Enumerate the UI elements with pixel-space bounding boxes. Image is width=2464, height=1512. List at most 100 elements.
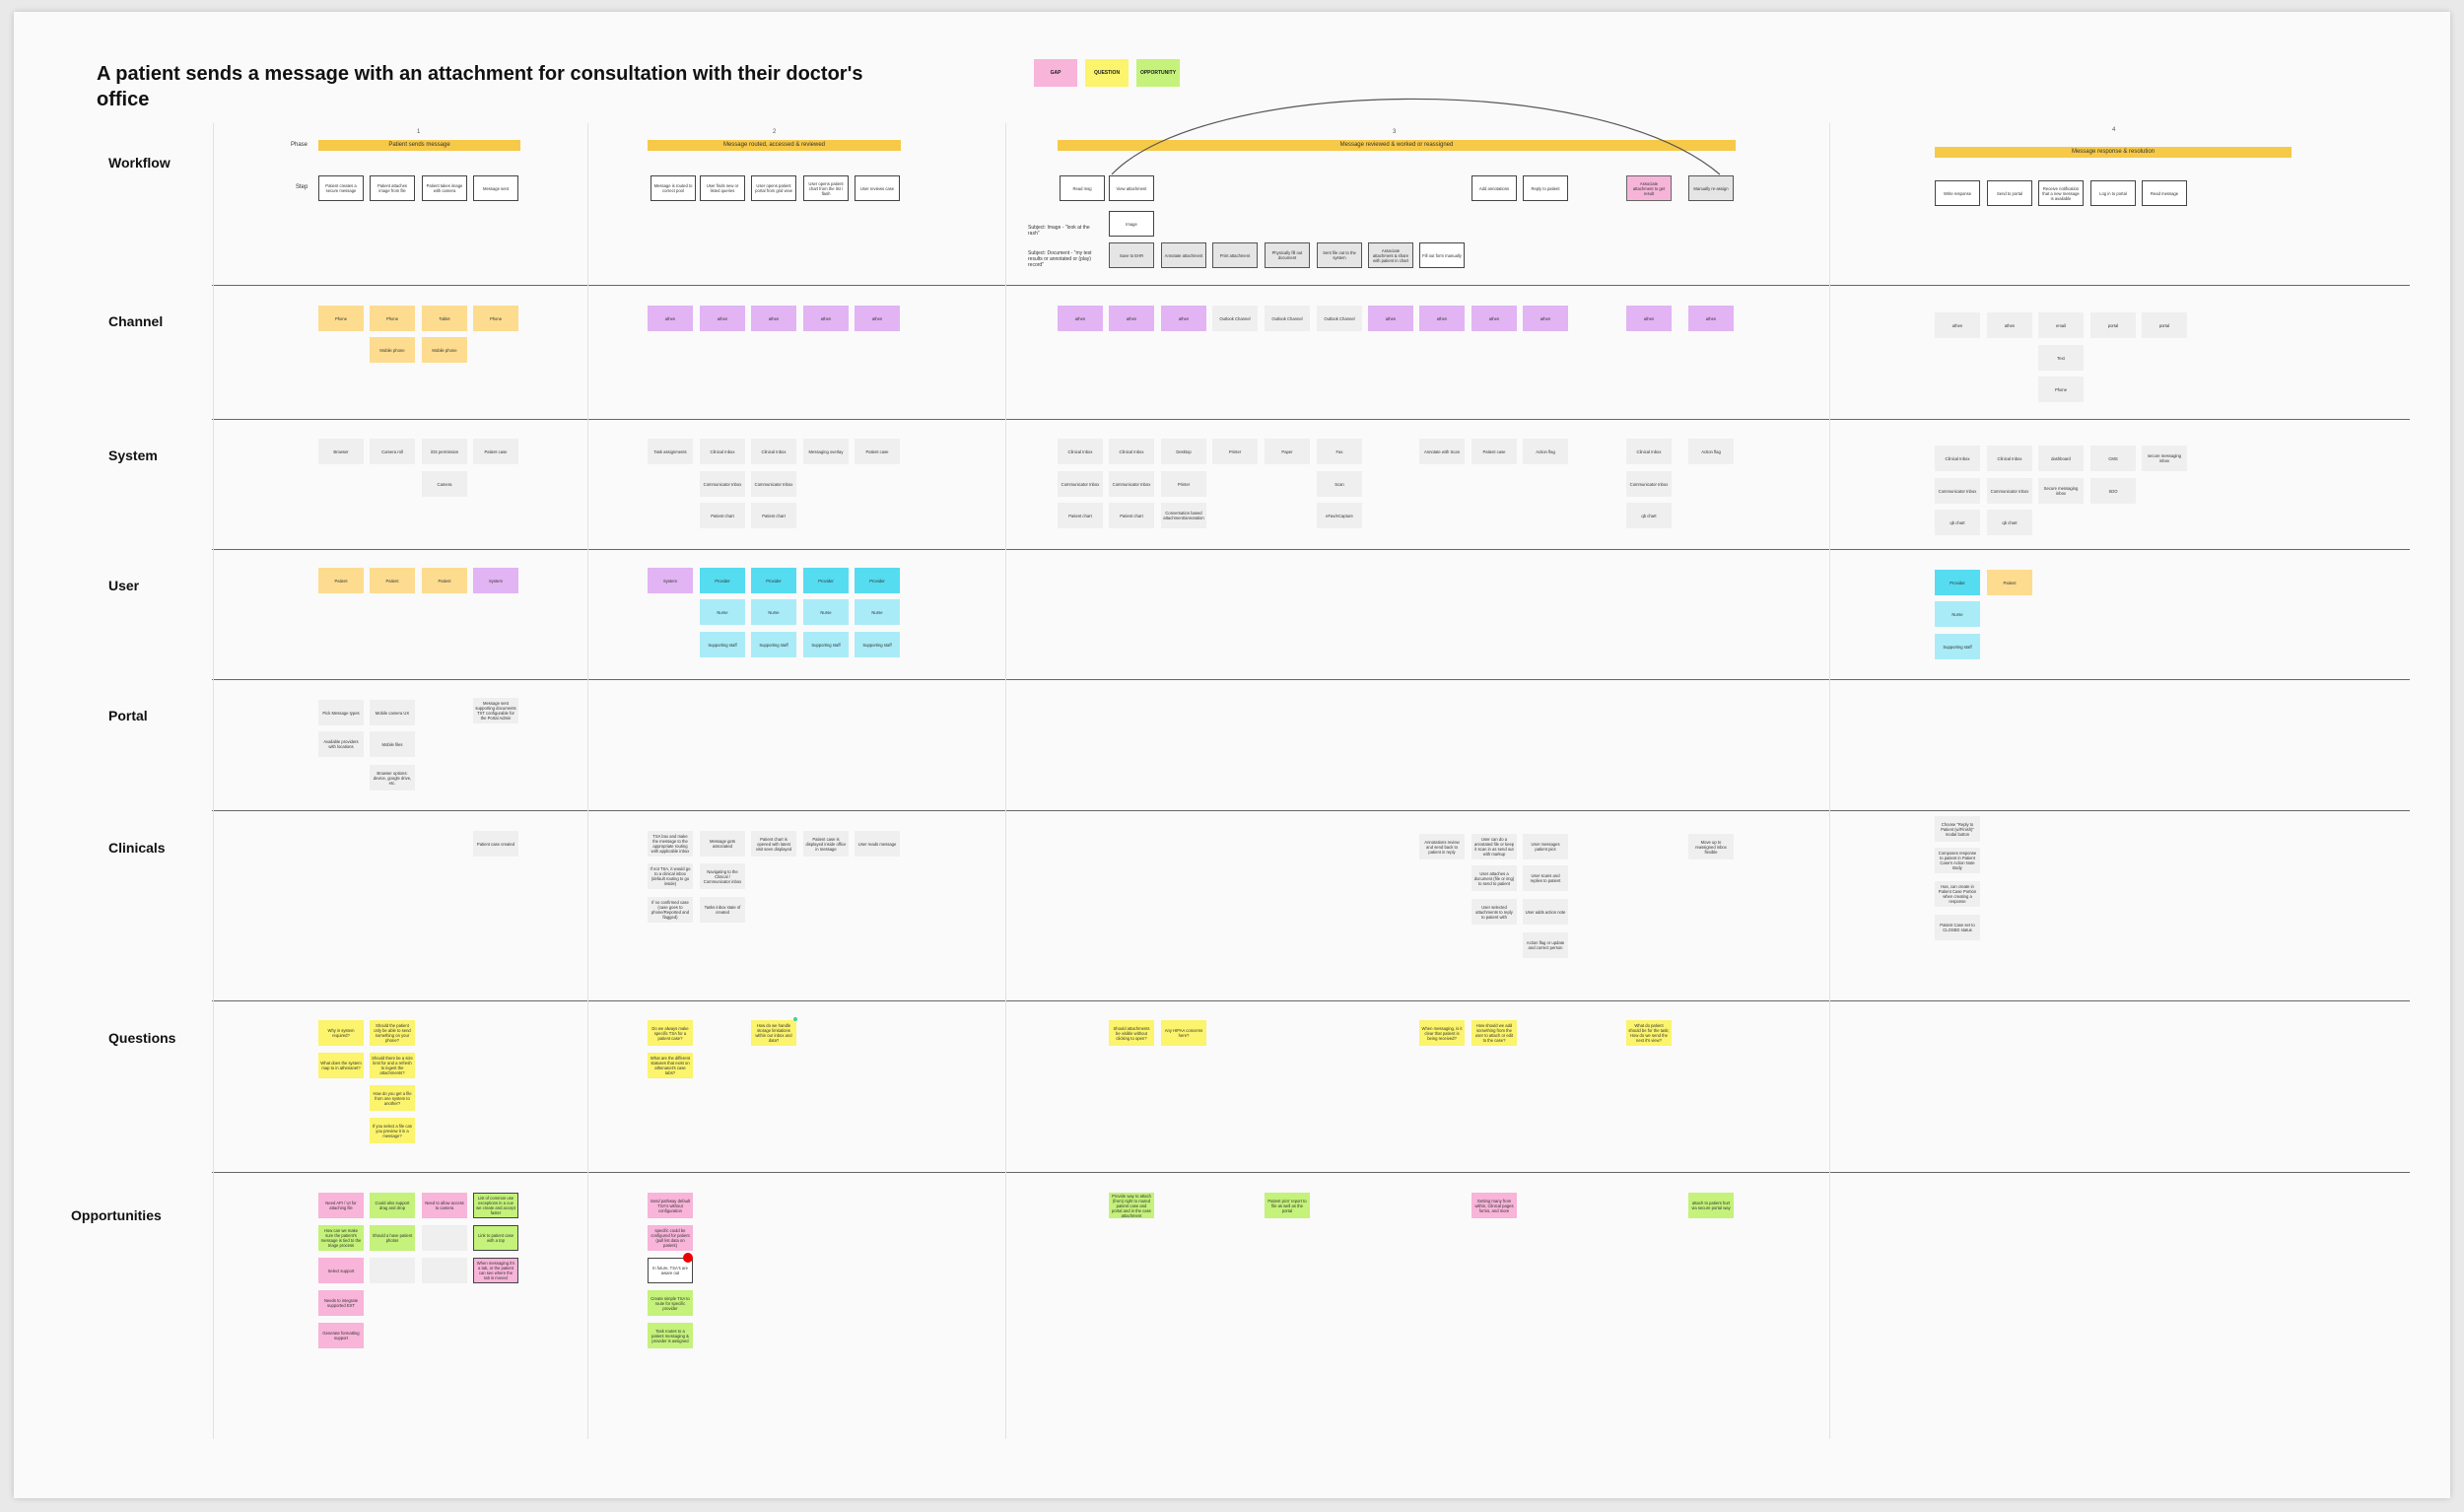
- sticky-note-sys-p3[interactable]: Patient chart: [1058, 503, 1103, 528]
- comment-marker[interactable]: [683, 1253, 693, 1263]
- sticky-note-q-p2[interactable]: Do we always make specific TSA for a pat…: [648, 1020, 693, 1046]
- sticky-note-wf-p3[interactable]: Save to EHR: [1109, 242, 1154, 268]
- sticky-note-sys-p1[interactable]: Browser: [318, 439, 364, 464]
- sticky-note-wf-p4[interactable]: Log in to portal: [2090, 180, 2136, 206]
- sticky-note-ch-p3[interactable]: athen: [1523, 306, 1568, 331]
- sticky-note-ch-p1[interactable]: Phone: [473, 306, 518, 331]
- sticky-note-sys-p4[interactable]: SDO: [2090, 478, 2136, 504]
- sticky-note-ch-p3[interactable]: athen: [1626, 306, 1672, 331]
- sticky-note-ch-p3[interactable]: Outlook Channel: [1265, 306, 1310, 331]
- sticky-note-q-p3[interactable]: Should attachments be visible without cl…: [1109, 1020, 1154, 1046]
- sticky-note-clin-p3[interactable]: User scans and replies to patient: [1523, 865, 1568, 891]
- sticky-note-ch-p1[interactable]: Mobile phone: [370, 337, 415, 363]
- sticky-note-opp-p3[interactable]: Patient pics' report to file as well as …: [1265, 1193, 1310, 1218]
- sticky-note-user-p4[interactable]: Supporting staff: [1935, 634, 1980, 659]
- sticky-note-sys-p3[interactable]: Patient chart: [1109, 503, 1154, 528]
- sticky-note-sys-p4[interactable]: CMS: [2090, 446, 2136, 471]
- sticky-note-ch-p3[interactable]: athen: [1109, 306, 1154, 331]
- sticky-note-opp-p1[interactable]: List of common use exceptions in a cue w…: [473, 1193, 518, 1218]
- sticky-note-opp-p1[interactable]: Generate formatting support: [318, 1323, 364, 1348]
- sticky-note-wf-p3[interactable]: Add annotations: [1472, 175, 1517, 201]
- sticky-note-user-p2[interactable]: Provider: [855, 568, 900, 593]
- sticky-note-clin-p3[interactable]: Action flag or update and correct person: [1523, 932, 1568, 958]
- sticky-note-sys-p1[interactable]: Patient case: [473, 439, 518, 464]
- sticky-note-sys-p4[interactable]: Communicator Inbox: [1987, 478, 2032, 504]
- sticky-note-clin-p1[interactable]: Patient case created: [473, 831, 518, 857]
- legend-gap[interactable]: GAP: [1034, 59, 1077, 87]
- sticky-note-wf-p3[interactable]: Annotate attachment: [1161, 242, 1206, 268]
- sticky-note-clin-p3[interactable]: Move up to reassigned inbox flexible: [1688, 834, 1734, 859]
- sticky-note-opp-p3[interactable]: Getting many from within, Clinical pages…: [1472, 1193, 1517, 1218]
- sticky-note-clin-p2[interactable]: If not TSA, it would go to a clinical in…: [648, 863, 693, 889]
- sticky-note-wf-p3[interactable]: Associate attachment & share with patien…: [1368, 242, 1413, 268]
- sticky-note-wf-p3[interactable]: Image: [1109, 211, 1154, 237]
- sticky-note-q-p1[interactable]: What does the system map to in athenanet…: [318, 1053, 364, 1078]
- sticky-note-q-p2[interactable]: How do we handle storage limitations wit…: [751, 1020, 796, 1046]
- sticky-note-clin-p3[interactable]: User attaches a document (file or img) t…: [1472, 865, 1517, 891]
- sticky-note-ch-p1[interactable]: Phone: [370, 306, 415, 331]
- sticky-note-opp-p1[interactable]: Need to allow access to camera: [422, 1193, 467, 1218]
- sticky-note-clin-p4[interactable]: Composes response to patient in Patient …: [1935, 848, 1980, 873]
- sticky-note-ch-p1[interactable]: Mobile phone: [422, 337, 467, 363]
- sticky-note-sys-p4[interactable]: Communicator Inbox: [1935, 478, 1980, 504]
- sticky-note-clin-p4[interactable]: Has, can create in Patient Case Portion …: [1935, 881, 1980, 907]
- sticky-note-sys-p4[interactable]: Secure messaging inbox: [2038, 478, 2084, 504]
- sticky-note-clin-p2[interactable]: Patient case is displayed inside office …: [803, 831, 849, 857]
- sticky-note-ch-p4[interactable]: portal: [2090, 312, 2136, 338]
- sticky-note-ch-p3[interactable]: athen: [1688, 306, 1734, 331]
- sticky-note-ch-p3[interactable]: Outlook Channel: [1317, 306, 1362, 331]
- sticky-note-sys-p3[interactable]: Annotate with Scan: [1419, 439, 1465, 464]
- sticky-note-sys-p2[interactable]: Communicator Inbox: [700, 471, 745, 497]
- sticky-note-ch-p4[interactable]: athen: [1987, 312, 2032, 338]
- sticky-note-sys-p3[interactable]: Patient case: [1472, 439, 1517, 464]
- legend-opportunity[interactable]: OPPORTUNITY: [1136, 59, 1180, 87]
- sticky-note-portal-p1[interactable]: Pick Message types: [318, 700, 364, 725]
- sticky-note-user-p1[interactable]: System: [473, 568, 518, 593]
- sticky-note-wf-p2[interactable]: Message is routed to correct pool: [650, 175, 696, 201]
- sticky-note-sys-p3[interactable]: eFax/eCapture: [1317, 503, 1362, 528]
- legend-question[interactable]: QUESTION: [1085, 59, 1129, 87]
- sticky-note-sys-p4[interactable]: qb chart: [1935, 510, 1980, 535]
- sticky-note-wf-p4[interactable]: Write response: [1935, 180, 1980, 206]
- sticky-note-ch-p4[interactable]: email: [2038, 312, 2084, 338]
- sticky-note-sys-p3[interactable]: Paper: [1265, 439, 1310, 464]
- sticky-note-ch-p4[interactable]: Text: [2038, 345, 2084, 371]
- sticky-note-sys-p3[interactable]: qb chart: [1626, 503, 1672, 528]
- sticky-note-sys-p3[interactable]: Desktop: [1161, 439, 1206, 464]
- sticky-note-opp-p1[interactable]: Should a have patient photos: [370, 1225, 415, 1251]
- sticky-note-sys-p4[interactable]: qb chart: [1987, 510, 2032, 535]
- sticky-note-sys-p4[interactable]: secure messaging inbox: [2142, 446, 2187, 471]
- sticky-note-ch-p2[interactable]: athen: [751, 306, 796, 331]
- sticky-note-opp-p1[interactable]: Needs to integrate supported EXT: [318, 1290, 364, 1316]
- sticky-note-user-p2[interactable]: Supporting staff: [751, 632, 796, 657]
- sticky-note-opp-p2[interactable]: specific could be configured for patient…: [648, 1225, 693, 1251]
- sticky-note-wf-p2[interactable]: User opens patient portal from grid view: [751, 175, 796, 201]
- sticky-note-ch-p2[interactable]: athen: [648, 306, 693, 331]
- sticky-note-ch-p4[interactable]: Phone: [2038, 377, 2084, 402]
- sticky-note-ch-p3[interactable]: athen: [1161, 306, 1206, 331]
- sticky-note-user-p2[interactable]: Nurse: [803, 599, 849, 625]
- sticky-note-wf-p2[interactable]: User reviews case: [855, 175, 900, 201]
- sticky-note-ch-p2[interactable]: athen: [803, 306, 849, 331]
- sticky-note-clin-p3[interactable]: Annotations review and send back to pati…: [1419, 834, 1465, 859]
- sticky-note-opp-p1[interactable]: Link to patient case with a top: [473, 1225, 518, 1251]
- sticky-note-user-p4[interactable]: Provider: [1935, 570, 1980, 595]
- sticky-note-ch-p3[interactable]: athen: [1368, 306, 1413, 331]
- sticky-note-sys-p2[interactable]: Task assignments: [648, 439, 693, 464]
- sticky-note-ch-p3[interactable]: athen: [1419, 306, 1465, 331]
- sticky-note-user-p1[interactable]: Patient: [318, 568, 364, 593]
- sticky-note-clin-p2[interactable]: Navigating to the Clinical / Communicato…: [700, 863, 745, 889]
- sticky-note-user-p2[interactable]: Provider: [751, 568, 796, 593]
- sticky-note-q-p3[interactable]: What do patient should be for the task; …: [1626, 1020, 1672, 1046]
- sticky-note-clin-p2[interactable]: Message gets associated: [700, 831, 745, 857]
- sticky-note-sys-p4[interactable]: Clinical Inbox: [1935, 446, 1980, 471]
- sticky-note-ch-p2[interactable]: athen: [700, 306, 745, 331]
- sticky-note-sys-p3[interactable]: Clinical Inbox: [1109, 439, 1154, 464]
- sticky-note-q-p1[interactable]: Should the patient only be able to send …: [370, 1020, 415, 1046]
- sticky-note-user-p2[interactable]: Provider: [803, 568, 849, 593]
- sticky-note-opp-p1[interactable]: Select support: [318, 1258, 364, 1283]
- sticky-note-q-p1[interactable]: If you select a file can you preview it …: [370, 1118, 415, 1143]
- sticky-note-wf-p1[interactable]: Patient attaches image from file: [370, 175, 415, 201]
- sticky-note-sys-p2[interactable]: Clinical Inbox: [700, 439, 745, 464]
- sticky-note-opp-p3[interactable]: Provide way to attach (from) right to ro…: [1109, 1193, 1154, 1218]
